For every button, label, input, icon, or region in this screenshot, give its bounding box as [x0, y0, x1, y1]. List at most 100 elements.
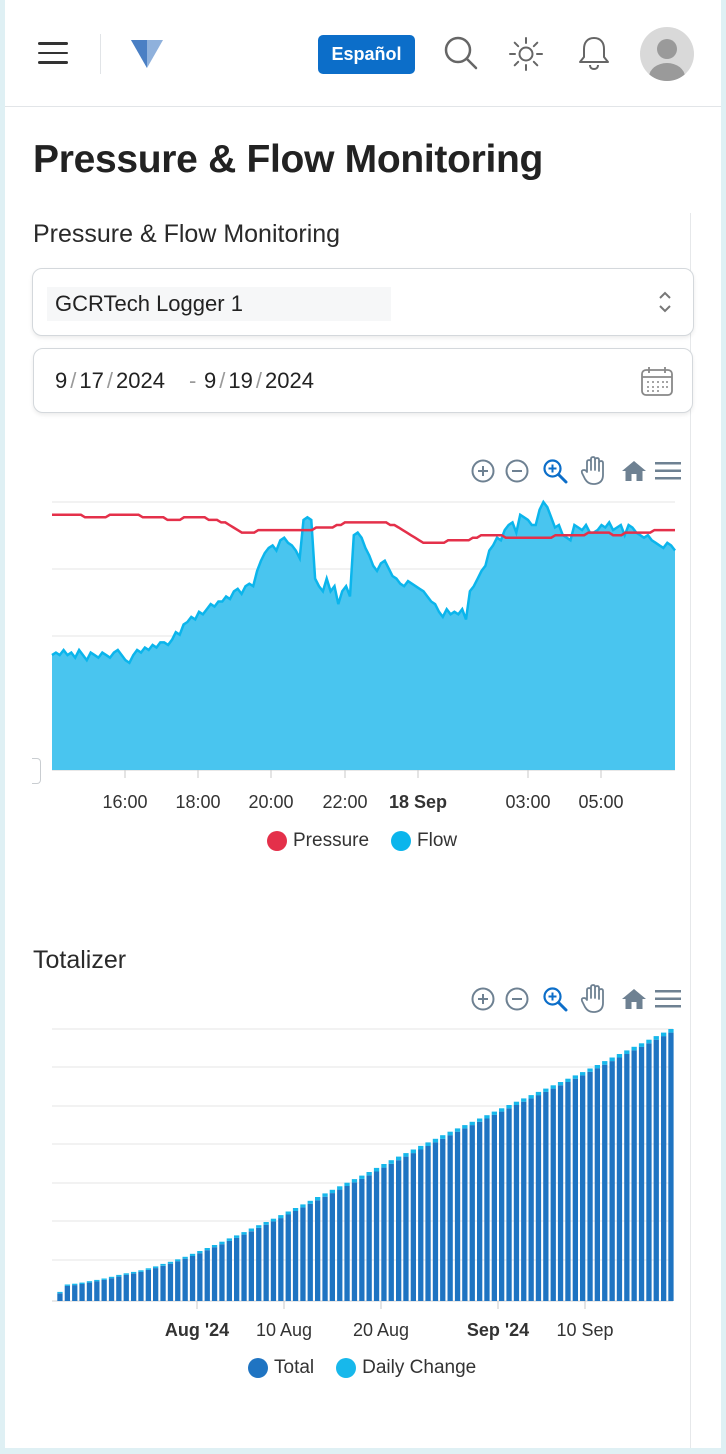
reset-home-icon[interactable]: [620, 459, 648, 483]
total-bar[interactable]: [462, 1128, 468, 1301]
total-bar[interactable]: [425, 1145, 431, 1301]
daily-change-bar[interactable]: [521, 1098, 527, 1102]
total-bar[interactable]: [587, 1071, 593, 1301]
total-bar[interactable]: [535, 1095, 542, 1301]
total-bar[interactable]: [454, 1131, 461, 1301]
user-avatar[interactable]: [640, 27, 694, 81]
total-bar[interactable]: [175, 1261, 181, 1301]
daily-change-bar[interactable]: [631, 1046, 637, 1051]
daily-change-bar[interactable]: [447, 1131, 453, 1136]
total-bar[interactable]: [521, 1101, 527, 1301]
total-bar[interactable]: [292, 1211, 299, 1301]
total-bar[interactable]: [366, 1175, 372, 1301]
total-bar[interactable]: [631, 1050, 637, 1301]
total-bar[interactable]: [491, 1114, 497, 1301]
daily-change-bar[interactable]: [123, 1273, 129, 1275]
daily-change-bar[interactable]: [565, 1078, 571, 1082]
daily-change-bar[interactable]: [234, 1235, 240, 1238]
total-bar[interactable]: [477, 1121, 483, 1301]
total-bar[interactable]: [653, 1039, 659, 1301]
daily-change-bar[interactable]: [300, 1204, 306, 1208]
daily-change-bar[interactable]: [366, 1172, 372, 1176]
daily-change-bar[interactable]: [351, 1179, 358, 1183]
total-bar[interactable]: [513, 1105, 520, 1301]
daily-change-bar[interactable]: [241, 1232, 247, 1235]
total-bar[interactable]: [499, 1111, 505, 1301]
daily-change-bar[interactable]: [661, 1032, 667, 1037]
calendar-icon[interactable]: [640, 365, 674, 397]
brand-logo[interactable]: [129, 38, 165, 70]
daily-change-bar[interactable]: [543, 1088, 549, 1092]
total-bar[interactable]: [108, 1278, 115, 1301]
daily-change-bar[interactable]: [86, 1281, 93, 1283]
total-bar[interactable]: [616, 1057, 623, 1302]
total-bar[interactable]: [315, 1200, 321, 1301]
daily-change-bar[interactable]: [329, 1189, 335, 1194]
flow-series-area[interactable]: [52, 502, 675, 770]
legend-item-total[interactable]: Total: [248, 1357, 314, 1379]
total-bar[interactable]: [388, 1163, 394, 1301]
total-bar[interactable]: [329, 1193, 335, 1301]
daily-change-bar[interactable]: [101, 1278, 107, 1280]
language-toggle-button[interactable]: Español: [318, 35, 415, 74]
selection-zoom-icon[interactable]: [542, 458, 568, 484]
daily-change-bar[interactable]: [160, 1263, 166, 1266]
total-bar[interactable]: [167, 1263, 174, 1301]
zoom-out-icon[interactable]: [504, 458, 530, 484]
total-bar[interactable]: [72, 1285, 78, 1301]
total-bar[interactable]: [638, 1046, 645, 1301]
daily-change-bar[interactable]: [602, 1061, 608, 1065]
total-bar[interactable]: [234, 1237, 240, 1301]
daily-change-bar[interactable]: [506, 1105, 512, 1109]
daily-change-bar[interactable]: [292, 1208, 299, 1211]
total-bar[interactable]: [594, 1068, 600, 1301]
daily-change-bar[interactable]: [72, 1283, 78, 1286]
total-bar[interactable]: [64, 1285, 70, 1301]
daily-change-bar[interactable]: [248, 1228, 254, 1232]
total-bar[interactable]: [381, 1167, 387, 1301]
daily-change-bar[interactable]: [499, 1108, 505, 1112]
zoom-in-icon[interactable]: [470, 458, 496, 484]
total-bar[interactable]: [550, 1088, 556, 1301]
pan-hand-icon[interactable]: [580, 456, 608, 486]
daily-change-bar[interactable]: [587, 1068, 593, 1072]
daily-change-bar[interactable]: [396, 1156, 402, 1161]
total-bar[interactable]: [131, 1273, 137, 1301]
total-bar[interactable]: [153, 1268, 159, 1301]
zoom-out-icon[interactable]: [504, 986, 530, 1012]
total-bar[interactable]: [211, 1247, 218, 1301]
daily-change-bar[interactable]: [572, 1075, 578, 1079]
zoom-in-icon[interactable]: [470, 986, 496, 1012]
total-bar[interactable]: [94, 1281, 100, 1301]
total-bar[interactable]: [79, 1284, 85, 1301]
daily-change-bar[interactable]: [440, 1135, 446, 1139]
total-bar[interactable]: [565, 1082, 571, 1301]
daily-change-bar[interactable]: [64, 1284, 70, 1286]
total-bar[interactable]: [661, 1036, 667, 1301]
daily-change-bar[interactable]: [94, 1279, 100, 1282]
end-date[interactable]: 9/19/2024: [204, 368, 314, 393]
total-bar[interactable]: [337, 1189, 343, 1301]
total-bar[interactable]: [403, 1156, 409, 1301]
daily-change-bar[interactable]: [167, 1261, 174, 1264]
daily-change-bar[interactable]: [484, 1115, 490, 1119]
total-bar[interactable]: [359, 1178, 365, 1301]
hamburger-menu-icon[interactable]: [38, 42, 68, 66]
total-bar[interactable]: [609, 1061, 615, 1301]
daily-change-bar[interactable]: [477, 1118, 483, 1122]
daily-change-bar[interactable]: [528, 1095, 534, 1099]
total-bar[interactable]: [263, 1224, 269, 1301]
daily-change-bar[interactable]: [57, 1291, 63, 1294]
search-icon[interactable]: [442, 34, 480, 72]
daily-change-bar[interactable]: [469, 1121, 475, 1126]
pan-hand-icon[interactable]: [580, 984, 608, 1014]
total-bar[interactable]: [469, 1125, 475, 1301]
total-bar[interactable]: [204, 1250, 210, 1301]
total-bar[interactable]: [160, 1265, 166, 1301]
total-bar[interactable]: [116, 1276, 122, 1301]
daily-change-bar[interactable]: [432, 1138, 439, 1143]
totalizer-chart[interactable]: [5, 0, 721, 1448]
total-bar[interactable]: [432, 1142, 439, 1301]
daily-change-bar[interactable]: [550, 1085, 556, 1089]
daily-change-bar[interactable]: [381, 1164, 387, 1168]
